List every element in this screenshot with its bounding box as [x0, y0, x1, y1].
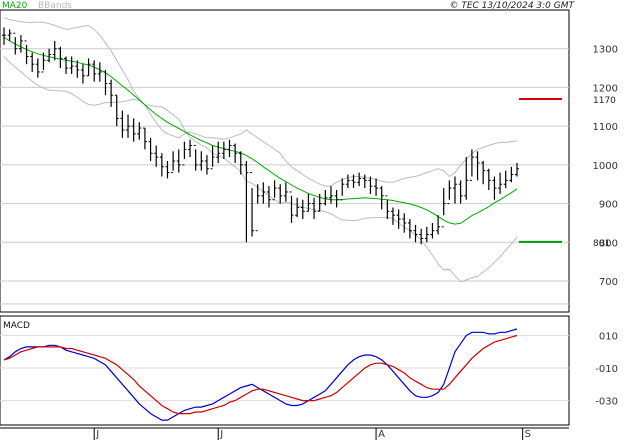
legend-bbands: BBands — [38, 1, 72, 11]
macd-title: MACD — [3, 321, 30, 331]
macd-gridlines — [0, 335, 569, 402]
main-y-axis: 1300 1200 1100 1000 900 800 700 — [593, 45, 618, 288]
macd-panel-frame — [0, 315, 570, 426]
level-label: 801 — [593, 239, 610, 249]
ohlc-bars — [2, 27, 519, 245]
macd-y-tick-label: -030 — [595, 397, 618, 408]
main-y-tick-label: 1100 — [593, 122, 618, 133]
main-y-tick-label: 700 — [599, 277, 618, 288]
bollinger-bands — [3, 17, 518, 283]
main-panel-frame — [0, 9, 570, 313]
bband-upper-line — [3, 17, 518, 187]
macd-y-tick-label: -010 — [595, 364, 618, 375]
legend-ma20: MA20 — [2, 1, 28, 11]
main-y-tick-label: 1200 — [593, 83, 618, 94]
x-tick-label: J — [219, 429, 223, 440]
bband-lower-line — [3, 56, 518, 283]
ma20-line — [3, 36, 518, 225]
macd-series-signal — [3, 334, 518, 415]
level-label: 1170 — [593, 96, 616, 106]
main-y-tick-label: 900 — [599, 200, 618, 211]
price-levels: 1170 801 — [519, 96, 616, 249]
main-y-tick-label: 1000 — [593, 161, 618, 172]
main-gridlines — [0, 48, 569, 305]
macd-y-tick-label: 010 — [599, 332, 618, 343]
main-y-tick-label: 800 — [599, 238, 618, 249]
x-axis: JJASO — [0, 427, 569, 440]
macd-y-axis: 010 -010 -030 — [595, 332, 618, 408]
copyright-timestamp: © TEC 13/10/2024 3:0 GMT — [449, 1, 575, 11]
x-tick-label: A — [378, 429, 385, 440]
x-tick-label: S — [525, 429, 531, 440]
moving-average — [3, 36, 518, 225]
main-y-tick-label: 1300 — [593, 45, 618, 56]
macd-lines — [3, 328, 518, 421]
x-tick-label: J — [95, 429, 99, 440]
